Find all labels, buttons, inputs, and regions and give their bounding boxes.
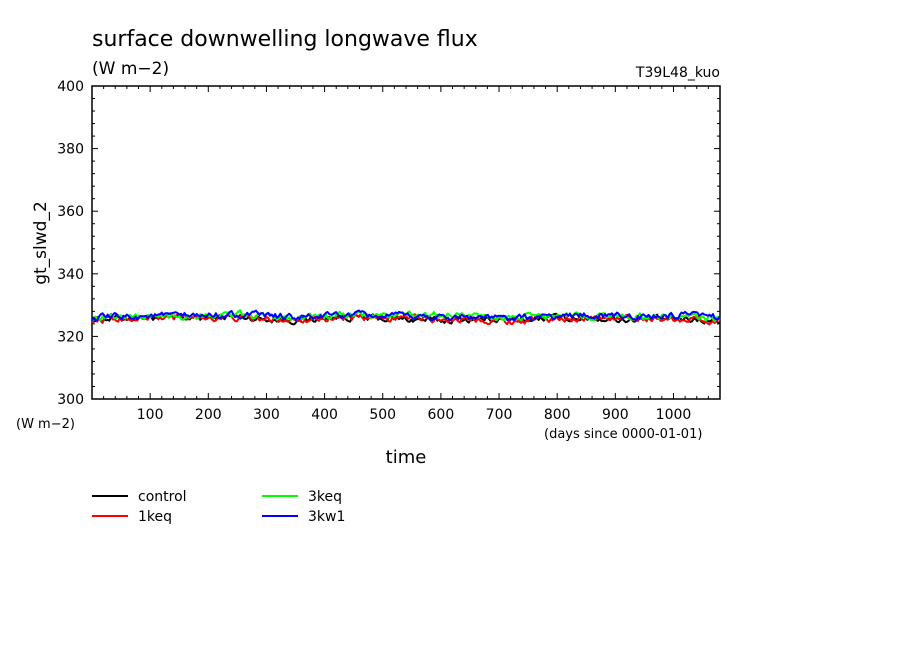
y-tick-label: 340 bbox=[57, 267, 84, 283]
x-unit-label: (days since 0000-01-01) bbox=[544, 427, 702, 442]
chart-title: surface downwelling longwave flux bbox=[92, 27, 478, 52]
x-axis-label: time bbox=[386, 447, 427, 468]
legend-label-3keq: 3keq bbox=[308, 489, 342, 505]
x-tick-label: 100 bbox=[137, 407, 164, 423]
x-tick-label: 1000 bbox=[656, 407, 692, 423]
x-tick-label: 500 bbox=[369, 407, 396, 423]
y-tick-label: 300 bbox=[57, 392, 84, 408]
run-label: T39L48_kuo bbox=[635, 65, 720, 81]
x-tick-label: 200 bbox=[195, 407, 222, 423]
y-tick-label: 360 bbox=[57, 204, 84, 220]
series-line-3kw1 bbox=[91, 309, 721, 322]
legend-label-3kw1: 3kw1 bbox=[308, 509, 345, 525]
x-tick-label: 400 bbox=[311, 407, 338, 423]
legend: control 1keq 3keq 3kw1 bbox=[92, 489, 345, 525]
axis-ticks bbox=[92, 86, 720, 399]
plot-frame bbox=[91, 85, 721, 400]
x-tick-label: 800 bbox=[544, 407, 571, 423]
legend-label-control: control bbox=[138, 489, 187, 505]
y-tick-labels: 300 320 340 360 380 400 bbox=[57, 79, 84, 408]
y-tick-label: 320 bbox=[57, 329, 84, 345]
y-tick-label: 400 bbox=[57, 79, 84, 95]
y-unit-label: (W m−2) bbox=[16, 417, 75, 432]
x-tick-label: 700 bbox=[486, 407, 513, 423]
y-tick-label: 380 bbox=[57, 142, 84, 158]
x-tick-label: 600 bbox=[428, 407, 455, 423]
x-tick-label: 300 bbox=[253, 407, 280, 423]
chart-subtitle: (W m−2) bbox=[92, 59, 169, 79]
legend-label-1keq: 1keq bbox=[138, 509, 172, 525]
x-tick-label: 900 bbox=[602, 407, 629, 423]
y-axis-label: gt_slwd_2 bbox=[31, 201, 51, 285]
x-tick-labels: 100 200 300 400 500 600 700 800 900 1000 bbox=[137, 407, 692, 423]
series-layer bbox=[91, 309, 721, 326]
